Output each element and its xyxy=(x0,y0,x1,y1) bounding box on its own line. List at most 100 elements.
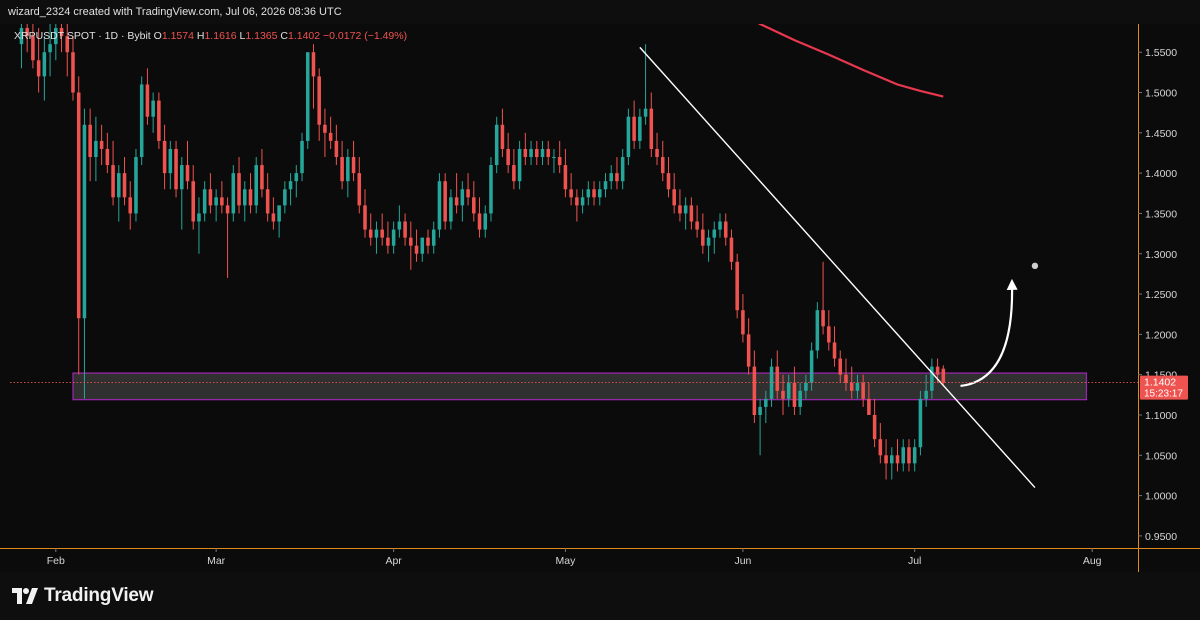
candle-body xyxy=(71,52,75,93)
candle-body xyxy=(867,398,871,415)
candle-body xyxy=(792,382,797,407)
y-tick-label: 0.9500 xyxy=(1145,531,1177,543)
candle xyxy=(494,116,499,174)
candle xyxy=(48,24,52,77)
candle xyxy=(706,229,711,262)
candle xyxy=(317,68,321,141)
legend-change: −0.0172 (−1.49%) xyxy=(323,30,407,42)
candle-body xyxy=(466,189,470,198)
candle xyxy=(655,132,659,166)
candle xyxy=(202,181,207,222)
candle-body xyxy=(283,189,287,206)
candle-body xyxy=(477,213,482,230)
alert-marker xyxy=(1031,262,1039,270)
candle xyxy=(861,374,865,407)
candle-body xyxy=(586,189,591,198)
candle xyxy=(632,100,636,149)
candle-body xyxy=(460,189,465,206)
candle-body xyxy=(861,382,865,399)
candle xyxy=(254,157,258,214)
candle-body xyxy=(288,181,293,190)
candle xyxy=(111,140,115,206)
candle xyxy=(758,398,762,456)
legend-l-value: 1.1365 xyxy=(245,30,280,42)
candle-body xyxy=(185,165,190,182)
bullish-arrow xyxy=(960,278,1018,388)
candle xyxy=(620,148,625,190)
candle-body xyxy=(666,173,671,190)
candle-body xyxy=(735,261,739,311)
footer: TradingView xyxy=(0,572,1200,620)
candle xyxy=(838,350,843,383)
candle xyxy=(712,221,717,254)
candle xyxy=(689,197,694,230)
candle-body xyxy=(758,406,762,415)
candle xyxy=(701,213,705,254)
candle-body xyxy=(334,140,339,158)
candle-body xyxy=(512,165,516,182)
candle-body xyxy=(19,28,24,45)
candle xyxy=(643,44,648,125)
candle xyxy=(472,181,476,222)
candle xyxy=(151,92,155,133)
y-tick-label: 1.4000 xyxy=(1145,168,1177,180)
price-label-countdown: 15:23:17 xyxy=(1144,389,1183,400)
y-tick-label: 1.2500 xyxy=(1145,289,1177,301)
y-tick-label: 1.4500 xyxy=(1145,128,1177,140)
candle-body xyxy=(220,197,224,206)
legend-h-label: H xyxy=(197,30,205,42)
candle-body xyxy=(741,310,745,335)
candle-body xyxy=(683,205,688,214)
candle-body xyxy=(483,213,488,230)
candle-body xyxy=(25,28,29,37)
candle xyxy=(695,205,699,238)
y-tick-label: 1.3000 xyxy=(1145,249,1177,261)
candle xyxy=(374,221,379,254)
candle-body xyxy=(809,350,814,383)
candle-body xyxy=(935,366,940,375)
candle-body xyxy=(689,205,694,222)
candle xyxy=(248,173,253,214)
candle xyxy=(586,181,591,206)
tradingview-logo-icon xyxy=(12,588,38,604)
candle-body xyxy=(723,221,728,238)
candle xyxy=(191,165,196,230)
candle-body xyxy=(300,140,304,174)
candle-body xyxy=(523,148,528,158)
tradingview-logo-text: TradingView xyxy=(44,585,154,606)
candle-body xyxy=(157,100,161,141)
chart-area[interactable]: 1.5500 1.5000 1.4500 1.4000 1.3500 1.3000 1.25… xyxy=(0,24,1200,572)
tradingview-logo[interactable]: TradingView xyxy=(12,585,154,607)
candle-body xyxy=(197,213,201,222)
candle xyxy=(134,148,138,222)
candle-body xyxy=(111,165,115,198)
candle xyxy=(94,116,98,182)
candle-body xyxy=(546,148,551,158)
x-tick-label: Apr xyxy=(385,555,402,567)
candle xyxy=(311,44,316,109)
x-tick-label: Jul xyxy=(908,555,921,567)
candle xyxy=(220,181,224,214)
candle xyxy=(145,68,150,125)
candle-body xyxy=(328,132,333,141)
candle xyxy=(912,439,917,472)
candle-body xyxy=(575,197,579,206)
candle xyxy=(19,24,24,69)
candle-body xyxy=(592,189,596,198)
candle xyxy=(454,173,459,214)
candle-body xyxy=(878,439,883,456)
candle xyxy=(185,140,190,190)
candle xyxy=(277,205,281,238)
candle xyxy=(88,108,92,182)
candle-body xyxy=(128,197,133,214)
candle xyxy=(271,197,276,230)
candle xyxy=(443,173,447,230)
candle-body xyxy=(139,84,144,158)
x-tick-label: Jun xyxy=(734,555,751,567)
candle-body xyxy=(872,414,877,440)
y-tick-label: 1.5500 xyxy=(1145,47,1177,59)
candle xyxy=(535,140,539,166)
candle xyxy=(36,28,41,93)
candle xyxy=(832,326,837,367)
candle-body xyxy=(672,189,676,206)
